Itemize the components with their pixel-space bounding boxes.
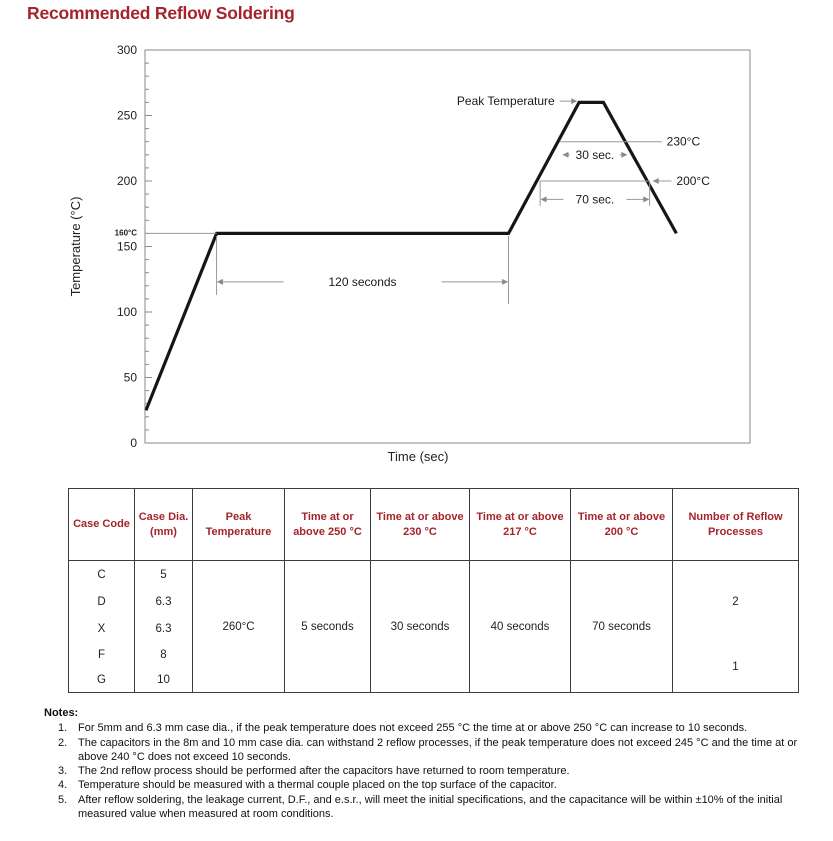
case-dia-cell: 10 xyxy=(134,667,193,693)
svg-text:Temperature (°C): Temperature (°C) xyxy=(68,197,83,297)
svg-text:250: 250 xyxy=(117,109,137,123)
case-code-cell: D xyxy=(68,588,135,615)
note-number: 4. xyxy=(58,779,68,792)
col-header-case-dia: Case Dia. (mm) xyxy=(134,488,193,561)
svg-text:200: 200 xyxy=(117,174,137,188)
col-header-above-217: Time at or above 217 °C xyxy=(469,488,571,561)
reflow-spec-table: Case Code Case Dia. (mm) Peak Temperatur… xyxy=(68,488,799,693)
case-code-cell: X xyxy=(68,615,135,642)
reflow-processes-cell: 1 xyxy=(672,642,799,693)
peak-temperature-cell: 260°C xyxy=(192,560,285,693)
note-text: The 2nd reflow process should be perform… xyxy=(78,765,570,778)
time-above-230-cell: 30 seconds xyxy=(370,560,470,693)
note-item: 1. For 5mm and 6.3 mm case dia., if the … xyxy=(58,721,802,735)
col-header-case-code: Case Code xyxy=(68,488,135,561)
table-header-row: Case Code Case Dia. (mm) Peak Temperatur… xyxy=(68,488,799,561)
reflow-processes-cell: 2 xyxy=(672,560,799,642)
col-header-above-230: Time at or above 230 °C xyxy=(370,488,470,561)
note-number: 1. xyxy=(58,722,68,735)
svg-text:Time (sec): Time (sec) xyxy=(388,449,449,464)
table-row: X 6.3 xyxy=(68,615,799,642)
case-dia-cell: 8 xyxy=(134,642,193,667)
note-number: 3. xyxy=(58,765,68,778)
note-text: After reflow soldering, the leakage curr… xyxy=(78,793,783,821)
case-code-cell: G xyxy=(68,667,135,693)
note-text: Temperature should be measured with a th… xyxy=(78,779,557,792)
svg-text:230°C: 230°C xyxy=(667,135,701,149)
col-header-peak-temperature: Peak Temperature xyxy=(192,488,285,561)
note-text: The capacitors in the 8m and 10 mm case … xyxy=(78,736,798,763)
reflow-profile-chart: 0 50 100 150 200 250 300 160°C Temperature (°C) T… xyxy=(68,43,751,464)
svg-text:300: 300 xyxy=(117,43,137,57)
reflow-chart-svg: 0 50 100 150 200 250 300 160°C Temperature (°C) T… xyxy=(68,43,751,464)
time-above-200-cell: 70 seconds xyxy=(570,560,673,693)
case-code-cell: C xyxy=(68,560,135,588)
table-row: G 10 xyxy=(68,667,799,693)
svg-text:0: 0 xyxy=(130,436,137,450)
note-text: For 5mm and 6.3 mm case dia., if the pea… xyxy=(78,722,748,735)
case-dia-cell: 5 xyxy=(134,560,193,588)
col-header-above-250: Time at or above 250 °C xyxy=(284,488,371,561)
svg-text:160°C: 160°C xyxy=(115,228,138,237)
svg-text:Peak Temperature: Peak Temperature xyxy=(457,94,555,108)
case-dia-cell: 6.3 xyxy=(134,588,193,615)
svg-text:200°C: 200°C xyxy=(676,174,710,188)
note-number: 5. xyxy=(58,793,68,806)
svg-text:30 sec.: 30 sec. xyxy=(576,148,615,162)
notes-heading: Notes: xyxy=(44,707,79,719)
table-row: F 8 1 xyxy=(68,642,799,693)
svg-text:120 seconds: 120 seconds xyxy=(329,275,397,289)
note-item: 4. Temperature should be measured with a… xyxy=(58,778,802,792)
svg-text:150: 150 xyxy=(117,240,137,254)
table-row: C 5 260°C 5 seconds 30 seconds 40 second… xyxy=(68,560,799,693)
case-dia-cell: 6.3 xyxy=(134,615,193,642)
note-item: 2. The capacitors in the 8m and 10 mm ca… xyxy=(58,736,802,765)
time-above-250-cell: 5 seconds xyxy=(284,560,371,693)
note-item: 3. The 2nd reflow process should be perf… xyxy=(58,764,802,778)
svg-text:50: 50 xyxy=(124,371,138,385)
note-item: 5. After reflow soldering, the leakage c… xyxy=(58,793,802,822)
page-title: Recommended Reflow Soldering xyxy=(27,3,295,23)
note-number: 2. xyxy=(58,736,68,749)
svg-text:100: 100 xyxy=(117,305,137,319)
table-row: D 6.3 xyxy=(68,588,799,615)
notes-section: Notes: 1. For 5mm and 6.3 mm case dia., … xyxy=(44,706,802,821)
time-above-217-cell: 40 seconds xyxy=(469,560,571,693)
case-code-cell: F xyxy=(68,642,135,667)
col-header-reflow-processes: Number of Reflow Processes xyxy=(672,488,799,561)
col-header-above-200: Time at or above 200 °C xyxy=(570,488,673,561)
svg-text:70 sec.: 70 sec. xyxy=(576,192,615,206)
